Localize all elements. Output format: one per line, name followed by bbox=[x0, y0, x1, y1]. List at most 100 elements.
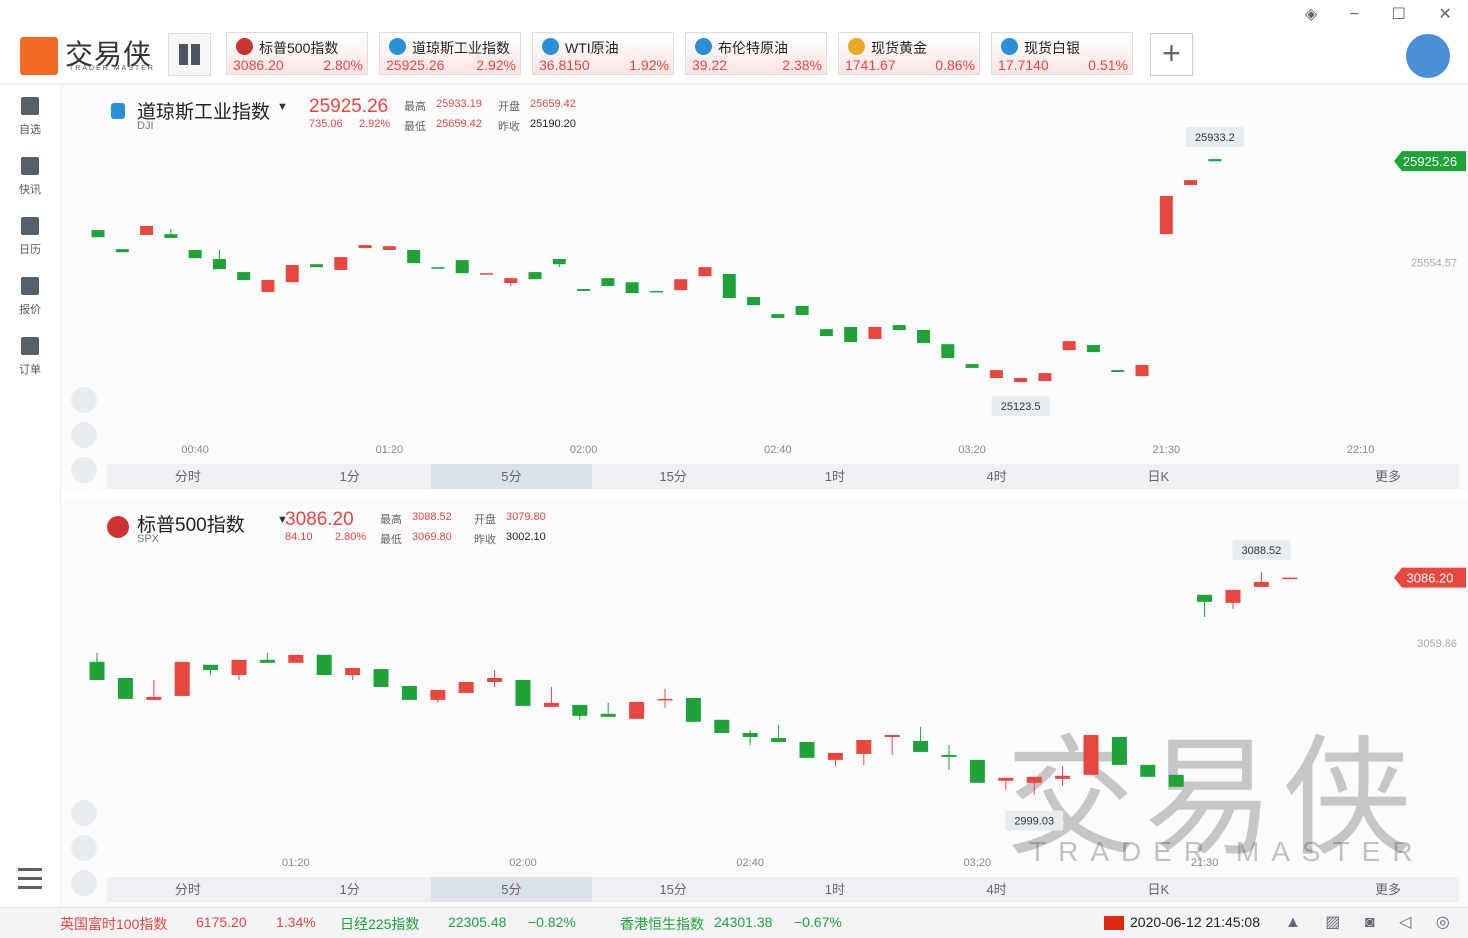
candle-body bbox=[1197, 594, 1213, 602]
candle-body bbox=[657, 698, 673, 701]
sidebar-item[interactable]: 快讯 bbox=[0, 157, 60, 197]
period-tab[interactable]: 更多 bbox=[1374, 882, 1401, 897]
mid-price-label: 3059.86 bbox=[1417, 638, 1457, 650]
ticker-tab[interactable]: 标普500指数 3086.20 2.80% bbox=[226, 32, 368, 75]
period-tab[interactable]: 5分 bbox=[430, 877, 593, 902]
tool-button[interactable] bbox=[71, 422, 97, 448]
layout-button[interactable] bbox=[168, 33, 211, 76]
candle-body bbox=[261, 280, 275, 293]
ticker-name: 布伦特原油 bbox=[718, 40, 788, 56]
ticker-tab[interactable]: 布伦特原油 39.22 2.38% bbox=[685, 32, 827, 75]
ticker-tab[interactable]: 现货黄金 1741.67 0.86% bbox=[838, 32, 980, 75]
sidebar-icon bbox=[21, 337, 39, 355]
sidebar-icon bbox=[21, 277, 39, 295]
period-tab[interactable]: 日K bbox=[1147, 882, 1170, 897]
index-price: 24301.38 bbox=[714, 914, 773, 930]
ticker-icon bbox=[389, 38, 406, 55]
sidebar-item[interactable]: 日历 bbox=[0, 217, 60, 257]
stat-value: 25933.19 bbox=[436, 98, 482, 110]
period-tab[interactable]: 分时 bbox=[174, 882, 201, 897]
period-tab[interactable]: 15分 bbox=[659, 469, 687, 484]
candle-body bbox=[1159, 195, 1173, 235]
period-tab[interactable]: 1时 bbox=[824, 469, 845, 484]
candle-body bbox=[479, 273, 493, 275]
tool-button[interactable] bbox=[71, 835, 97, 861]
ticker-tab[interactable]: 现货白银 17.7140 0.51% bbox=[991, 32, 1133, 75]
tool-button[interactable] bbox=[71, 387, 97, 413]
tool-button[interactable] bbox=[71, 457, 97, 483]
tool-button[interactable] bbox=[71, 800, 97, 826]
price-change: 735.06 bbox=[309, 118, 343, 130]
ticker-icon bbox=[236, 38, 253, 55]
period-tab[interactable]: 4时 bbox=[986, 469, 1007, 484]
period-tab[interactable]: 日K bbox=[1147, 469, 1170, 484]
period-tab[interactable]: 分时 bbox=[174, 469, 201, 484]
ticker-price: 1741.67 bbox=[845, 57, 896, 73]
candle-body bbox=[212, 258, 226, 270]
candle-body bbox=[1014, 378, 1028, 383]
instrument-name[interactable]: 标普500指数 bbox=[137, 515, 245, 536]
stat-value: 25659.42 bbox=[436, 118, 482, 130]
logo-icon bbox=[20, 37, 58, 75]
sidebar-label: 报价 bbox=[19, 304, 41, 316]
candle-body bbox=[89, 661, 105, 680]
candle-body bbox=[917, 329, 931, 344]
period-tab[interactable]: 1时 bbox=[824, 882, 845, 897]
candle-body bbox=[742, 733, 758, 737]
candle-body bbox=[941, 754, 957, 757]
flag-icon bbox=[1104, 916, 1124, 930]
sidebar: 自选快讯日历报价订单 bbox=[0, 85, 61, 907]
chart-panel: 交易侠 TRADER MASTER 标普500指数 ▼ SPX 3086.20 84.1… bbox=[61, 498, 1468, 907]
ticker-price: 36.8150 bbox=[539, 57, 590, 73]
x-tick-label: 22:10 bbox=[1347, 444, 1375, 456]
status-icons[interactable]: ▲ ▨ ◙ ◁ ◎ bbox=[1285, 914, 1450, 931]
ticker-tab[interactable]: WTI原油 36.8150 1.92% bbox=[532, 32, 674, 75]
add-button[interactable]: + bbox=[1150, 33, 1193, 76]
candle-body bbox=[504, 278, 518, 284]
dropdown-caret[interactable]: ▼ bbox=[277, 101, 288, 113]
tool-button[interactable] bbox=[71, 870, 97, 896]
candle-body bbox=[856, 739, 872, 754]
logo: 交易侠 bbox=[65, 39, 153, 70]
candle-body bbox=[799, 741, 815, 758]
candle-body bbox=[430, 689, 446, 700]
period-tab[interactable]: 5分 bbox=[430, 464, 593, 489]
candle-body bbox=[998, 777, 1014, 781]
panel-icon bbox=[111, 103, 125, 119]
period-tab[interactable]: 更多 bbox=[1374, 469, 1401, 484]
candle-body bbox=[1026, 776, 1042, 783]
ticker-price: 39.22 bbox=[692, 57, 728, 73]
instrument-code: DJI bbox=[137, 120, 154, 132]
menu-icon[interactable] bbox=[18, 868, 42, 890]
candle-body bbox=[771, 737, 787, 742]
candle-body bbox=[146, 696, 162, 700]
period-tab[interactable]: 4时 bbox=[986, 882, 1007, 897]
candle-body bbox=[771, 314, 785, 318]
candle-body bbox=[1208, 159, 1222, 162]
candle-body bbox=[140, 225, 154, 235]
clock: 2020-06-12 21:45:08 bbox=[1130, 914, 1260, 930]
candle-body bbox=[600, 713, 616, 717]
ticker-change: 0.86% bbox=[935, 57, 975, 73]
last-price-label: 25925.26 bbox=[1403, 154, 1457, 169]
dropdown-caret[interactable]: ▼ bbox=[277, 514, 288, 526]
ticker-tab[interactable]: 道琼斯工业指数 25925.26 2.92% bbox=[379, 32, 521, 75]
window-controls[interactable]: ◈ − ☐ ✕ bbox=[1305, 6, 1452, 23]
period-tab[interactable]: 1分 bbox=[339, 469, 360, 484]
sidebar-item[interactable]: 报价 bbox=[0, 277, 60, 317]
ticker-icon bbox=[695, 38, 712, 55]
candle-body bbox=[231, 659, 247, 676]
stat-label: 开盘 bbox=[474, 514, 496, 526]
instrument-name[interactable]: 道琼斯工业指数 bbox=[137, 102, 271, 123]
period-tab[interactable]: 15分 bbox=[659, 882, 687, 897]
stat-label: 最低 bbox=[404, 121, 426, 133]
avatar[interactable] bbox=[1406, 34, 1450, 78]
x-tick-label: 21:30 bbox=[1191, 857, 1219, 869]
candle-body bbox=[795, 305, 809, 315]
candle-body bbox=[358, 245, 372, 249]
period-tab[interactable]: 1分 bbox=[339, 882, 360, 897]
candle-body bbox=[203, 664, 219, 671]
candle-body bbox=[913, 740, 929, 752]
sidebar-item[interactable]: 订单 bbox=[0, 337, 60, 377]
sidebar-item[interactable]: 自选 bbox=[0, 97, 60, 137]
